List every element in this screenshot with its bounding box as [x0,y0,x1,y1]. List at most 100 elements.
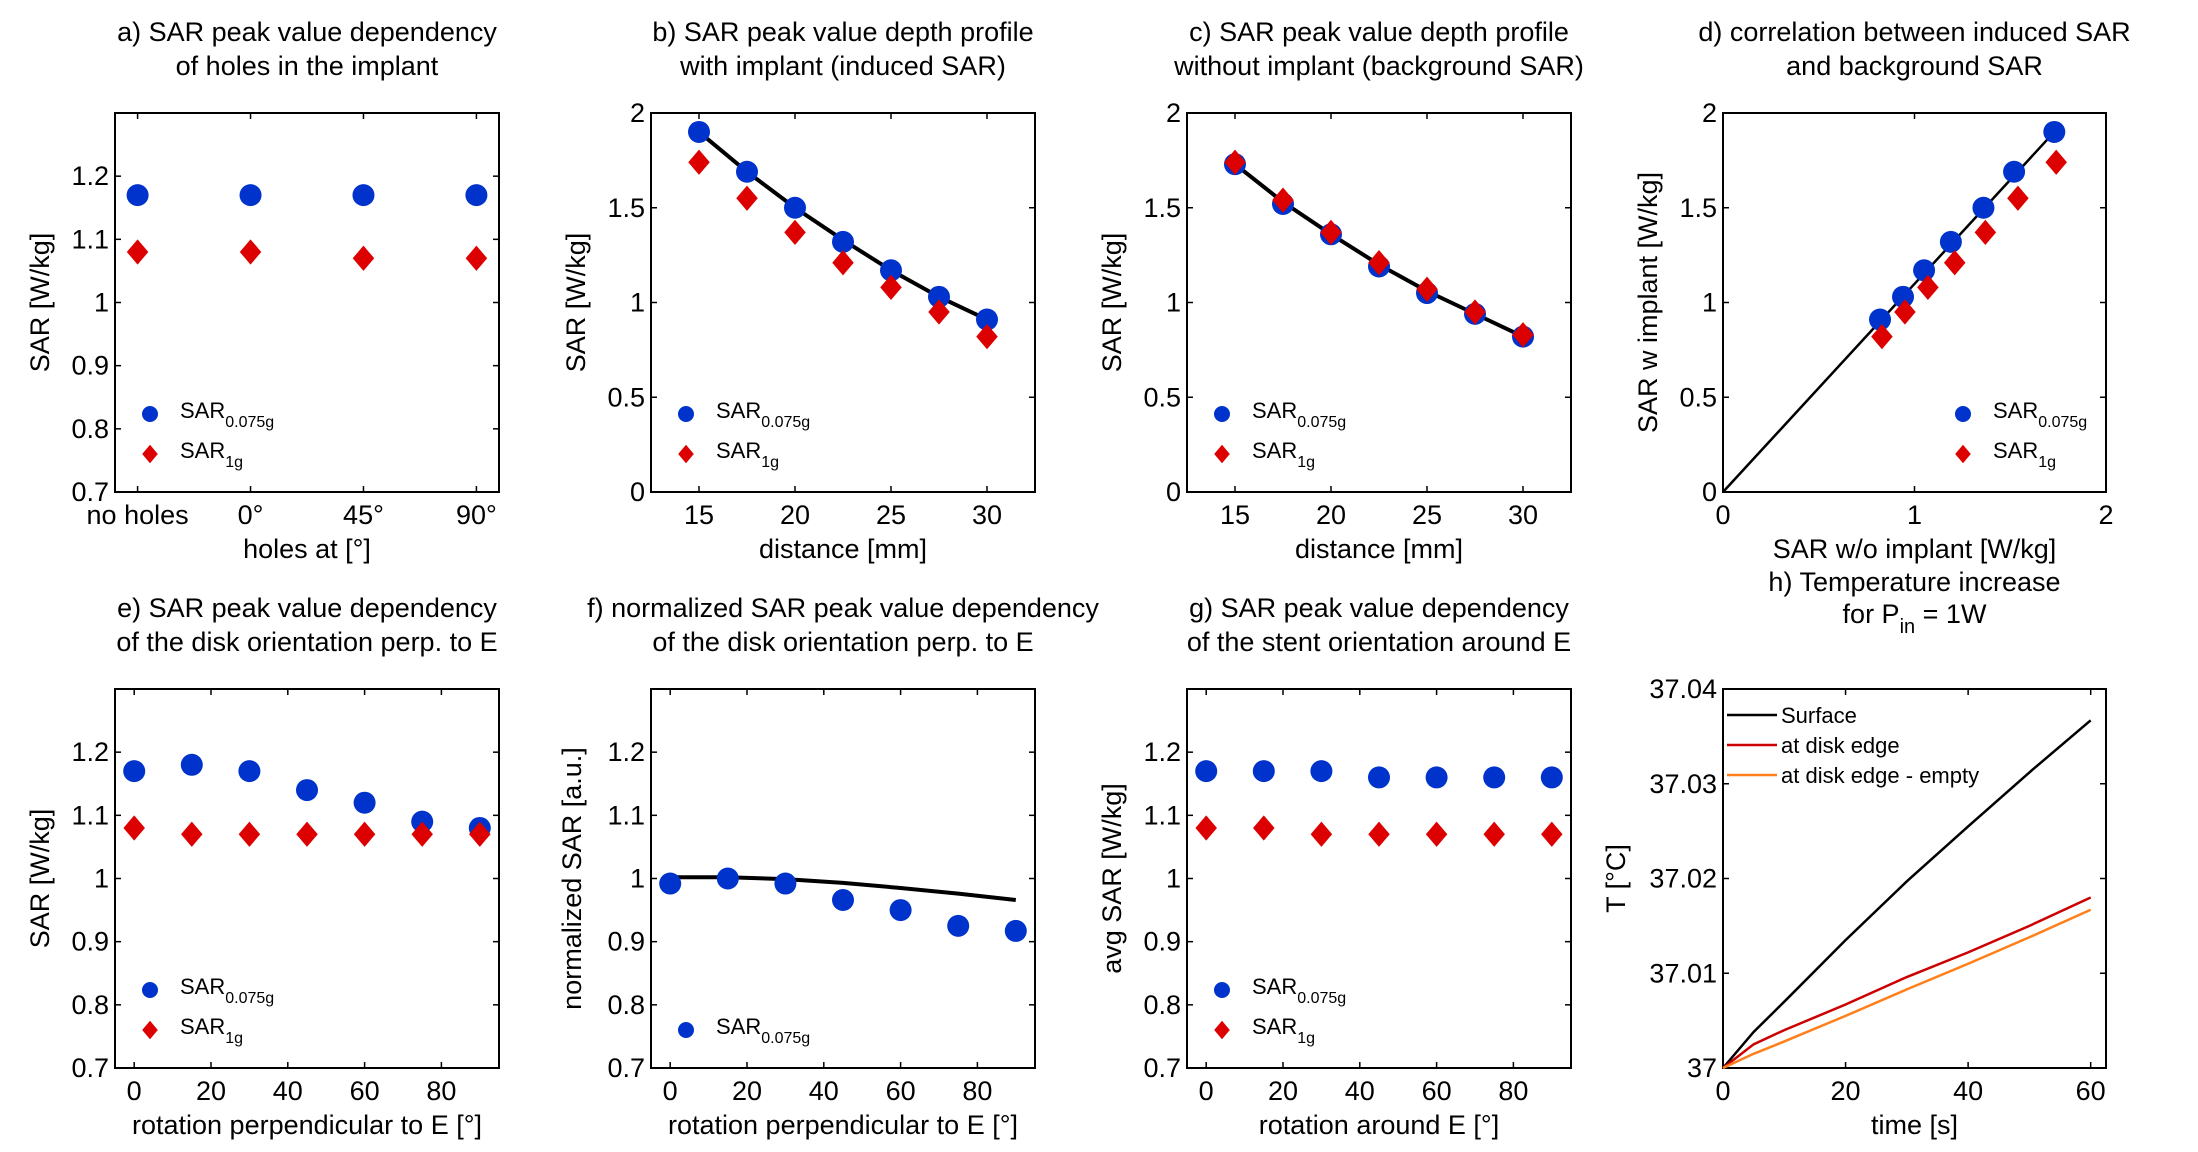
series-1 [1224,149,1534,348]
y-tick-label: 1.1 [71,224,109,254]
legend-name: SAR [716,438,761,463]
data-point [352,245,375,271]
series-1 [1871,149,2067,350]
x-tick-label: 40 [809,1076,839,1106]
legend-label: SAR1g [1252,1014,1315,1047]
y-tick-label: 0.7 [1143,1053,1181,1083]
x-tick-label: 0° [238,500,264,530]
data-point [1917,274,1939,300]
legend-label: SAR0.075g [716,1014,810,1047]
panel-title-line-2: of the disk orientation perp. to E [652,627,1033,657]
y-tick-label: 0.5 [1143,382,1181,412]
data-point [1869,308,1892,331]
series-0 [1869,120,2066,331]
panel-g: g) SAR peak value dependency of the stent… [1097,593,1572,1140]
data-point [1195,815,1217,841]
panel-title-line-2: without implant (background SAR) [1173,51,1584,81]
legend: SAR0.075g SAR1g [1214,974,1346,1047]
data-point [659,872,682,895]
data-point [832,230,854,253]
data-point [1512,322,1534,348]
legend-label: at disk edge [1781,733,1900,758]
axes-box [114,688,500,1069]
series-0 [688,120,998,331]
data-point [1310,821,1333,847]
legend-name: SAR [180,1014,225,1039]
legend-marker [142,982,158,998]
panel-title-line-1: g) SAR peak value dependency [1189,593,1569,623]
axes-box [1722,112,2107,493]
legend-label: Surface [1781,703,1857,728]
data-point [688,120,710,143]
legend-marker [1214,444,1230,464]
legend-label: SAR0.075g [1252,398,1346,431]
y-tick-label: 1 [630,864,645,894]
data-point [736,160,758,183]
data-point [976,323,998,350]
legend-subscript: 1g [225,1030,243,1047]
x-tick-label: 60 [1422,1076,1452,1106]
series-line-1 [1722,896,2092,1069]
legend-label: SAR1g [716,438,779,471]
y-tick-label: 0 [1702,477,1717,507]
legend-name: SAR [180,974,225,999]
legend-marker [678,1022,694,1038]
panel-title-line-2: of the disk orientation perp. to E [116,627,497,657]
legend-name: SAR [1993,438,2038,463]
data-point [947,914,970,937]
y-tick-label: 0.8 [607,990,645,1020]
legend-label: SAR0.075g [180,398,274,431]
data-point [1368,821,1390,847]
axes-box [650,112,1036,493]
data-point [238,760,261,783]
series-line-2 [1722,908,2092,1070]
y-tick-label: 0.8 [1143,990,1181,1020]
data-point [1320,219,1342,246]
x-tick-label: 60 [886,1076,916,1106]
legend-name: SAR [716,398,761,423]
data-point [1425,821,1448,847]
data-point [1972,196,1995,219]
data-point [774,872,797,895]
legend-marker [1955,444,1971,464]
x-tick-label: 0 [1199,1076,1214,1106]
y-tick-label: 0.5 [607,382,645,412]
x-tick-label: 80 [962,1076,992,1106]
x-tick-label: 40 [1953,1076,1983,1106]
series-0 [123,753,491,839]
y-axis-label: SAR w implant [W/kg] [1633,172,1663,433]
data-point [1224,149,1246,175]
legend-label: SAR1g [180,1014,243,1047]
title-text: for P [1843,599,1900,629]
y-tick-label: 37 [1687,1053,1717,1083]
panel-title-line-1: e) SAR peak value dependency [117,593,497,623]
legend-label: SAR0.075g [1252,974,1346,1007]
x-tick-label: 15 [1220,500,1250,530]
y-tick-label: 1.2 [607,737,645,767]
x-tick-label: 15 [684,500,714,530]
x-axis-label: time [s] [1871,1110,1958,1140]
panel-title-line-2: of holes in the implant [176,51,439,81]
y-tick-label: 1 [94,864,109,894]
x-axis-label: rotation perpendicular to E [°] [668,1110,1018,1140]
data-point [1252,760,1275,783]
legend: SAR0.075g [678,1014,810,1047]
legend-subscript: 1g [1297,1030,1315,1047]
x-tick-label: 20 [1268,1076,1298,1106]
data-point [784,219,806,246]
data-point [976,308,998,331]
data-point [1483,821,1505,847]
series-1 [123,815,491,847]
legend-name: SAR [1252,398,1297,423]
y-tick-label: 0.7 [607,1053,645,1083]
legend-name: SAR [716,1014,761,1039]
y-axis-label: normalized SAR [a.u.] [557,747,587,1010]
data-point [296,821,318,847]
data-point [889,899,912,922]
legend-name: SAR [180,398,225,423]
x-tick-label: 20 [732,1076,762,1106]
legend-marker [1214,1020,1230,1040]
axes-box [1186,688,1572,1069]
